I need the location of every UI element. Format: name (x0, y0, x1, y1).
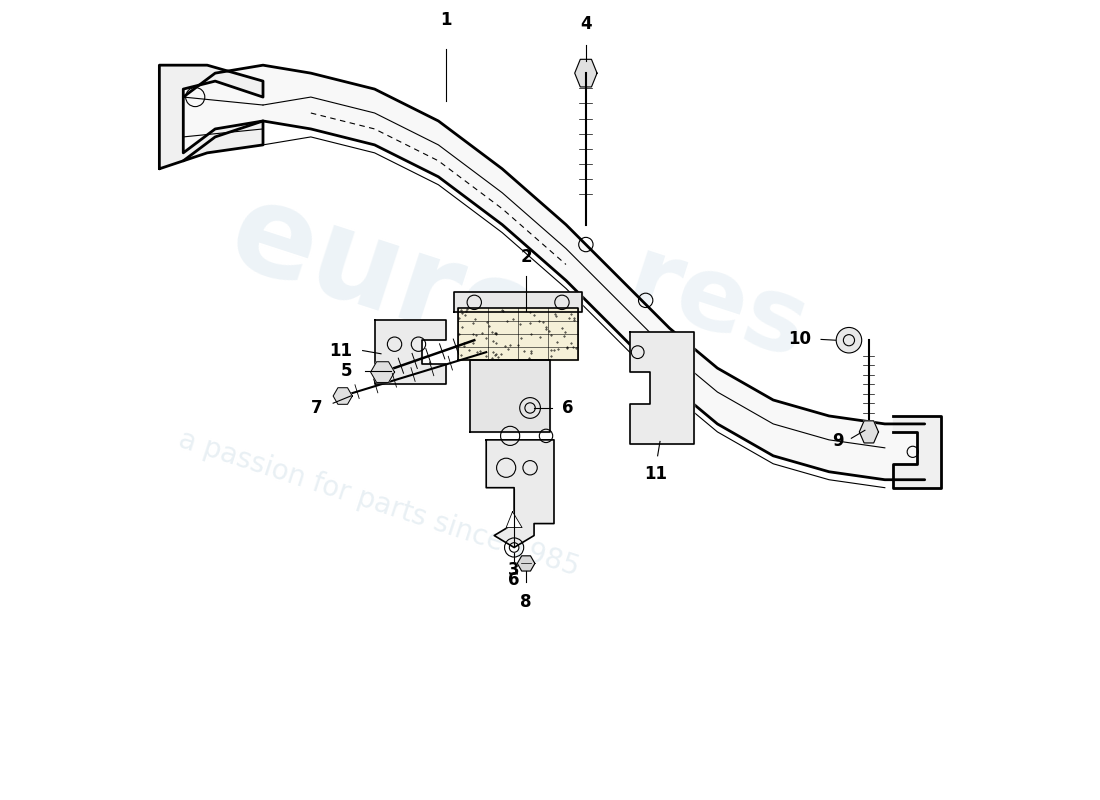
Polygon shape (517, 556, 535, 571)
Polygon shape (160, 65, 263, 169)
Text: 9: 9 (832, 433, 844, 450)
Text: 1: 1 (441, 11, 452, 30)
Text: 4: 4 (580, 15, 592, 34)
Polygon shape (574, 59, 597, 87)
Polygon shape (859, 421, 879, 443)
Polygon shape (375, 320, 447, 384)
Text: 11: 11 (644, 466, 667, 483)
Text: 6: 6 (508, 571, 520, 590)
Polygon shape (333, 388, 352, 404)
Text: 2: 2 (520, 248, 532, 266)
Polygon shape (506, 512, 522, 527)
Polygon shape (371, 362, 395, 382)
Text: 11: 11 (329, 342, 352, 359)
Polygon shape (486, 440, 554, 547)
Text: 10: 10 (789, 330, 812, 349)
Text: a passion for parts since 1985: a passion for parts since 1985 (175, 425, 583, 582)
Circle shape (836, 327, 861, 353)
Text: 5: 5 (341, 362, 352, 379)
Polygon shape (893, 416, 940, 488)
Polygon shape (471, 360, 550, 432)
Text: 7: 7 (311, 399, 322, 417)
Polygon shape (459, 308, 578, 360)
Polygon shape (184, 65, 925, 480)
Text: 6: 6 (562, 399, 573, 417)
Polygon shape (454, 292, 582, 312)
Polygon shape (629, 332, 693, 444)
Text: 3: 3 (508, 561, 520, 579)
Text: euro: euro (216, 172, 558, 386)
Text: res: res (614, 230, 820, 382)
Text: 8: 8 (520, 593, 531, 611)
